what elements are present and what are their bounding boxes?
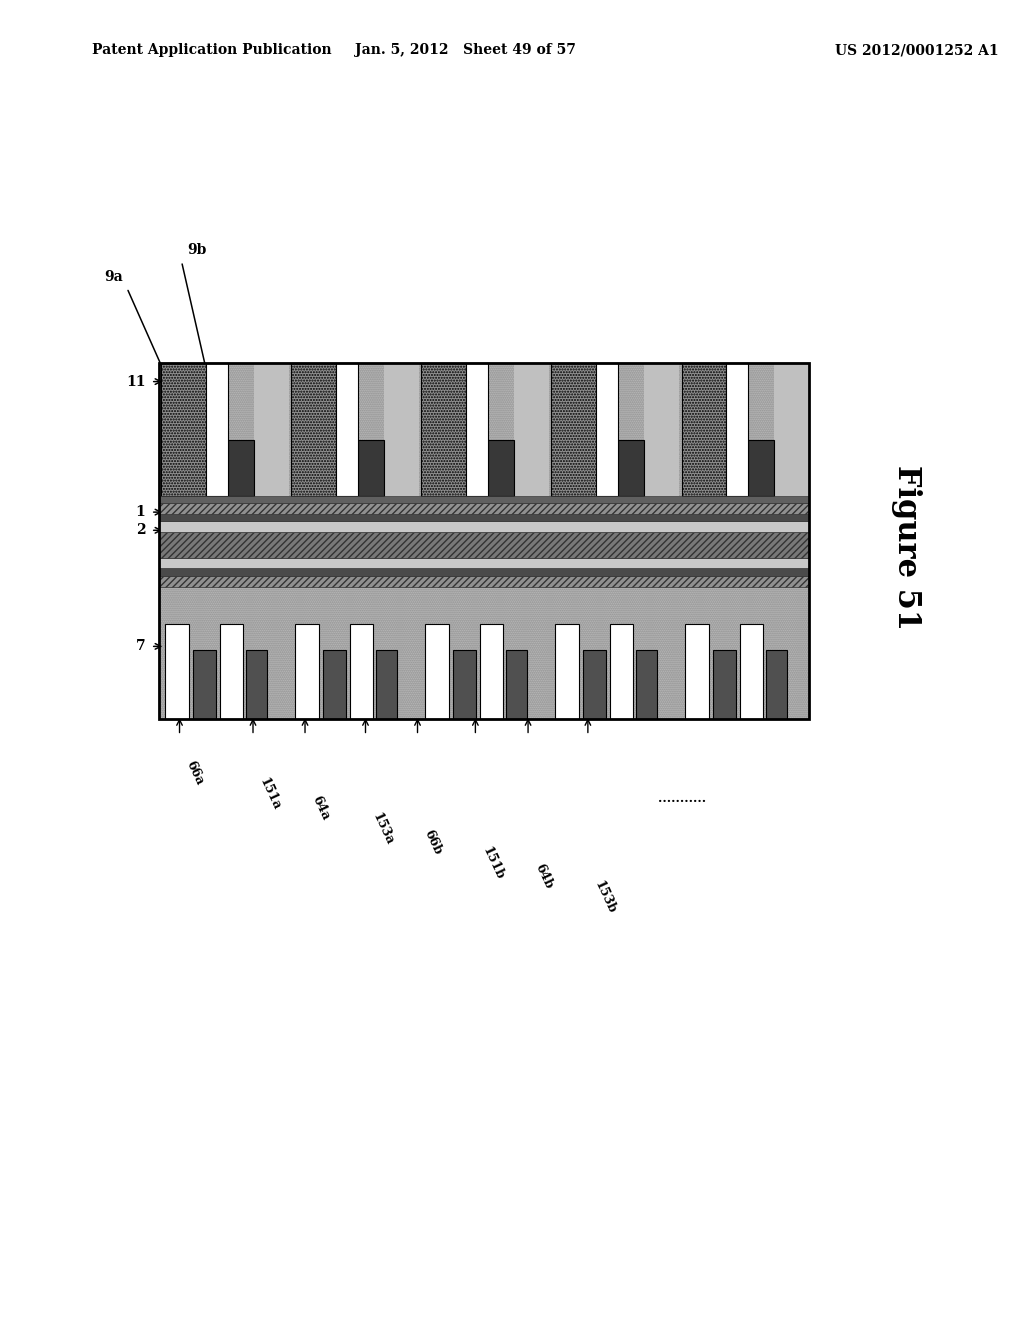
Bar: [610, 624, 634, 719]
Bar: [159, 521, 809, 532]
Text: Jan. 5, 2012   Sheet 49 of 57: Jan. 5, 2012 Sheet 49 of 57: [355, 44, 577, 57]
Text: Figure 51: Figure 51: [891, 466, 922, 631]
Bar: [480, 624, 504, 719]
Bar: [487, 440, 514, 496]
Text: 11: 11: [126, 375, 145, 388]
Bar: [246, 651, 266, 719]
Bar: [555, 624, 579, 719]
Bar: [159, 532, 809, 558]
Bar: [159, 363, 809, 719]
Bar: [740, 624, 764, 719]
Bar: [726, 363, 748, 496]
Bar: [159, 586, 809, 719]
Text: 9b: 9b: [187, 243, 207, 257]
Bar: [159, 496, 809, 503]
Text: 7: 7: [136, 639, 145, 653]
Bar: [422, 363, 466, 496]
Bar: [159, 558, 809, 569]
Bar: [193, 651, 216, 719]
Bar: [295, 624, 318, 719]
Bar: [159, 363, 809, 496]
Bar: [159, 363, 809, 496]
Bar: [713, 651, 736, 719]
Text: 151b: 151b: [479, 845, 506, 882]
Bar: [292, 363, 336, 496]
Text: 64a: 64a: [309, 793, 332, 822]
Text: 153b: 153b: [592, 879, 618, 916]
Bar: [165, 624, 188, 719]
Text: 9a: 9a: [104, 269, 123, 284]
Bar: [162, 363, 206, 496]
Bar: [617, 440, 644, 496]
Bar: [552, 363, 596, 496]
Bar: [206, 363, 227, 496]
Text: 1: 1: [135, 506, 145, 519]
Bar: [506, 651, 526, 719]
Bar: [636, 651, 656, 719]
Bar: [376, 651, 396, 719]
Bar: [159, 586, 809, 719]
Bar: [514, 363, 549, 496]
Bar: [159, 513, 809, 521]
Text: 2: 2: [136, 523, 145, 537]
Bar: [682, 363, 726, 496]
Bar: [227, 440, 254, 496]
Bar: [644, 363, 679, 496]
Bar: [583, 651, 606, 719]
Text: 64b: 64b: [532, 862, 555, 891]
Text: 66a: 66a: [183, 759, 206, 788]
Bar: [220, 624, 244, 719]
Text: ...........: ...........: [658, 792, 707, 805]
Bar: [766, 651, 786, 719]
Bar: [453, 651, 476, 719]
Bar: [357, 440, 384, 496]
Bar: [350, 624, 374, 719]
Bar: [336, 363, 357, 496]
Bar: [323, 651, 346, 719]
Bar: [159, 503, 809, 513]
Text: 151a: 151a: [257, 776, 284, 813]
Bar: [159, 569, 809, 576]
Bar: [384, 363, 419, 496]
Text: 66b: 66b: [422, 828, 444, 857]
Bar: [748, 440, 774, 496]
Text: US 2012/0001252 A1: US 2012/0001252 A1: [835, 44, 998, 57]
Bar: [685, 624, 709, 719]
Text: 153a: 153a: [370, 810, 396, 847]
Bar: [774, 363, 809, 496]
Bar: [425, 624, 449, 719]
Bar: [596, 363, 617, 496]
Bar: [159, 576, 809, 586]
Text: Patent Application Publication: Patent Application Publication: [92, 44, 332, 57]
Bar: [466, 363, 487, 496]
Bar: [254, 363, 289, 496]
